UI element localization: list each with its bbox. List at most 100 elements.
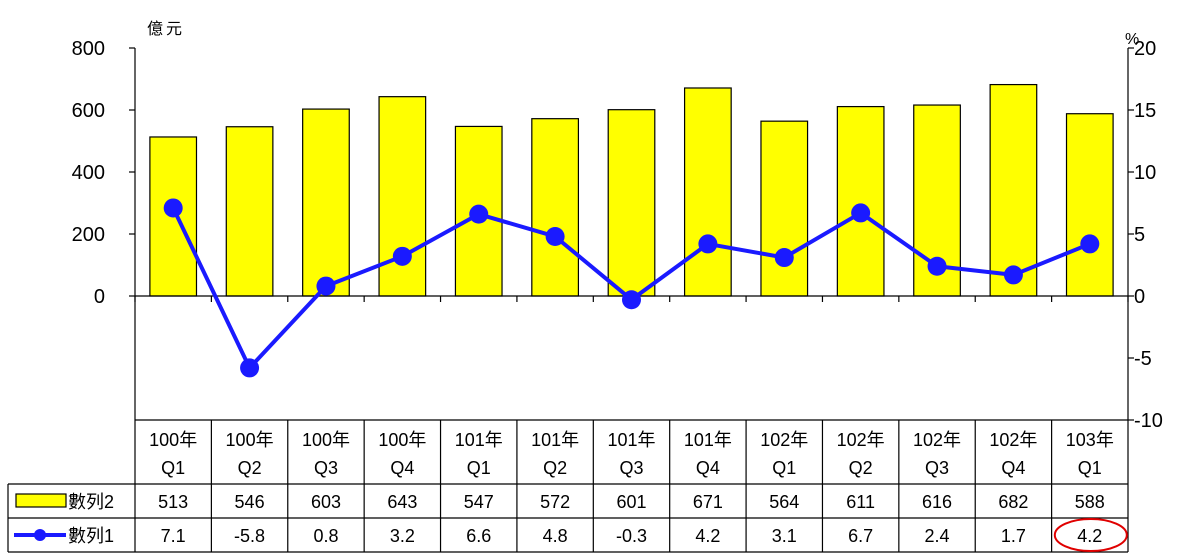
category-quarter-label: Q4 — [390, 458, 414, 478]
line-point-3 — [316, 276, 336, 296]
table-value-bar: 588 — [1075, 492, 1105, 512]
table-value-bar: 643 — [387, 492, 417, 512]
line-point-13 — [1080, 234, 1100, 254]
right-tick-label: -5 — [1134, 348, 1152, 370]
category-quarter-label: Q1 — [467, 458, 491, 478]
line-point-9 — [774, 248, 794, 268]
table-value-line: 4.8 — [543, 526, 568, 546]
table-value-line: -0.3 — [616, 526, 647, 546]
axes-layer: 0 200 400 600 800 億元 -10 -5 0 5 10 15 20% — [72, 20, 1163, 432]
table-value-line: 0.8 — [313, 526, 338, 546]
bars-layer — [149, 83, 1114, 297]
line-point-7 — [622, 290, 641, 310]
table-value-line: 1.7 — [1001, 526, 1026, 546]
left-tick-label: 200 — [72, 224, 105, 246]
bar-11 — [913, 104, 961, 297]
line-point-4 — [392, 246, 412, 266]
legend-key-bar — [15, 493, 67, 508]
line-point-8 — [698, 234, 718, 254]
category-quarter-label: Q3 — [925, 458, 949, 478]
category-year-label: 102年 — [837, 430, 885, 450]
line-point-1 — [163, 198, 183, 218]
right-tick-label: -10 — [1134, 410, 1163, 432]
right-tick-label: 15 — [1134, 100, 1156, 122]
left-tick-label: 0 — [94, 286, 105, 308]
category-year-label: 101年 — [607, 430, 655, 450]
highlight-ellipse — [1053, 518, 1128, 552]
legend-key-marker — [34, 529, 46, 541]
category-quarter-label: Q1 — [1078, 458, 1102, 478]
line-point-11 — [927, 256, 947, 276]
table-value-bar: 603 — [311, 492, 341, 512]
bar-7 — [607, 109, 656, 297]
table-value-bar: 616 — [922, 492, 952, 512]
bar-12 — [989, 83, 1038, 297]
category-quarter-label: Q2 — [849, 458, 873, 478]
left-axis-unit: 億元 — [147, 20, 185, 38]
category-year-label: 100年 — [302, 430, 350, 450]
line-point-2 — [240, 358, 260, 378]
line-point-5 — [469, 204, 489, 224]
table-value-line: 3.1 — [772, 526, 797, 546]
category-quarter-label: Q4 — [1001, 458, 1025, 478]
right-axis-unit: % — [1125, 31, 1139, 48]
table-value-line: 2.4 — [925, 526, 950, 546]
table-value-bar: 564 — [769, 492, 799, 512]
left-tick-label: 600 — [72, 100, 105, 122]
right-tick-label: 5 — [1134, 224, 1145, 246]
category-quarter-label: Q1 — [161, 458, 185, 478]
bar-9 — [760, 120, 809, 297]
table-value-line: -5.8 — [234, 526, 265, 546]
bar-3 — [302, 108, 350, 297]
category-year-label: 101年 — [455, 430, 503, 450]
table-value-bar: 572 — [540, 492, 570, 512]
right-tick-label: 10 — [1134, 162, 1156, 184]
line-layer — [163, 198, 1100, 378]
table-value-line: 4.2 — [1077, 526, 1102, 546]
table-value-line: 6.6 — [466, 526, 491, 546]
category-quarter-label: Q1 — [772, 458, 796, 478]
table-value-bar: 611 — [846, 492, 875, 512]
bar-13 — [1065, 113, 1114, 297]
table-value-bar: 513 — [158, 492, 188, 512]
line-point-6 — [545, 226, 565, 246]
table-value-bar: 671 — [693, 492, 723, 512]
category-quarter-label: Q3 — [619, 458, 643, 478]
table-value-line: 4.2 — [695, 526, 720, 546]
right-tick-label: 20 — [1134, 38, 1156, 60]
data-table: 100年 Q1 100年 Q2 100年 Q3 100年 Q4 101年 Q1 101年 Q2 101年… — [7, 419, 1129, 553]
bar-8 — [683, 87, 732, 297]
left-tick-label: 800 — [72, 38, 105, 60]
table-value-bar: 682 — [998, 492, 1028, 512]
category-year-label: 100年 — [378, 430, 426, 450]
table-value-bar: 601 — [616, 492, 646, 512]
table-value-line: 7.1 — [161, 526, 186, 546]
left-tick-label: 400 — [72, 162, 105, 184]
table-value-line: 6.7 — [848, 526, 873, 546]
category-year-label: 102年 — [760, 430, 808, 450]
category-year-label: 102年 — [989, 430, 1037, 450]
legend-label-line: 數列1 — [68, 526, 114, 546]
category-year-label: 101年 — [684, 430, 732, 450]
category-quarter-label: Q2 — [543, 458, 567, 478]
table-value-line: 3.2 — [390, 526, 415, 546]
line-point-12 — [1003, 265, 1023, 285]
category-year-label: 103年 — [1066, 430, 1114, 450]
category-year-label: 100年 — [226, 430, 274, 450]
category-quarter-label: Q4 — [696, 458, 720, 478]
bar-10 — [836, 105, 885, 297]
table-value-bar: 547 — [464, 492, 494, 512]
bar-2 — [225, 126, 274, 297]
category-quarter-label: Q2 — [238, 458, 262, 478]
right-tick-label: 0 — [1134, 286, 1145, 308]
bar-4 — [378, 96, 427, 297]
bar-6 — [531, 118, 580, 297]
legend-label-bar: 數列2 — [68, 492, 114, 512]
category-year-label: 102年 — [913, 430, 961, 450]
category-year-label: 101年 — [531, 430, 579, 450]
line-point-10 — [851, 203, 871, 223]
category-quarter-label: Q3 — [314, 458, 338, 478]
category-year-label: 100年 — [149, 430, 197, 450]
table-value-bar: 546 — [235, 492, 265, 512]
